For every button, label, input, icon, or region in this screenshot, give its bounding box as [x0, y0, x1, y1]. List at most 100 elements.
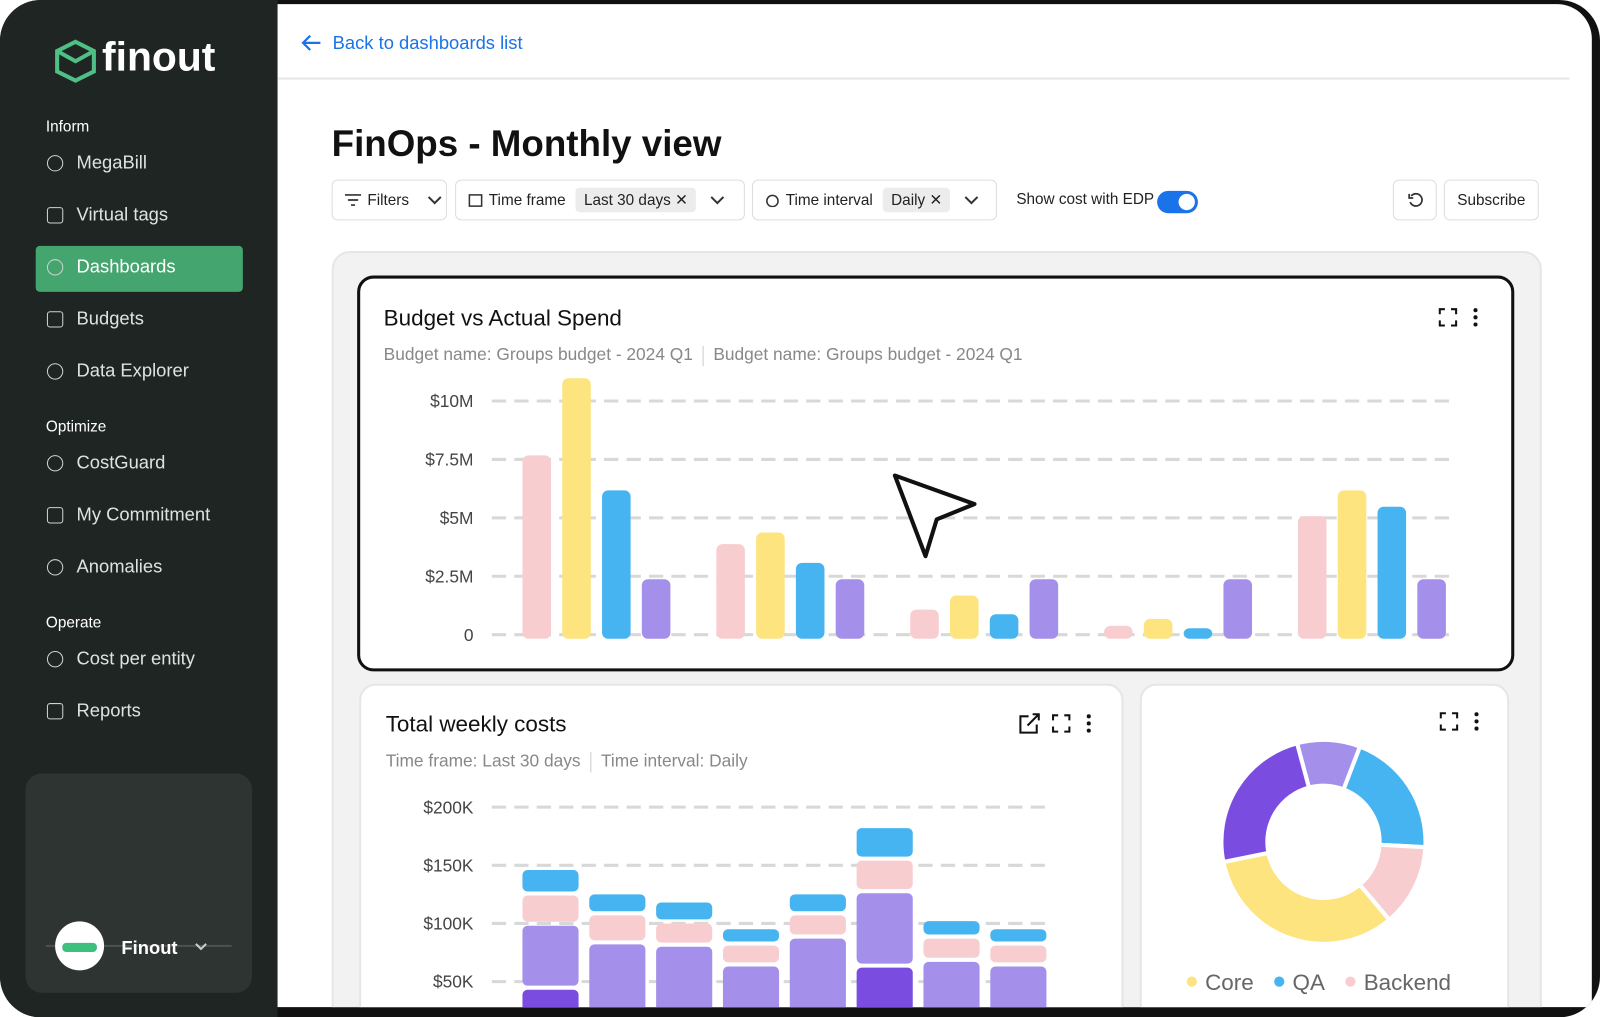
- icon: [344, 194, 362, 206]
- bar-segment: [923, 921, 980, 935]
- cursor: [892, 473, 977, 559]
- nav-icon: [46, 259, 64, 276]
- nav-item[interactable]: Dashboards: [76, 256, 176, 277]
- nav-item[interactable]: Data Explorer: [76, 360, 189, 381]
- chevron: [195, 943, 207, 951]
- chip: Daily ✕: [882, 187, 951, 213]
- bar-segment: [789, 894, 846, 912]
- edp-toggle[interactable]: [1157, 190, 1198, 214]
- kebab-dot: [1473, 315, 1478, 320]
- charts: Budget vs Actual Spend Budget name: Group…: [384, 306, 1479, 1008]
- nav-item[interactable]: My Commitment: [76, 504, 211, 525]
- nav-icon: [46, 311, 64, 328]
- kebab-dot: [1474, 719, 1479, 724]
- reset-button[interactable]: [1392, 179, 1437, 221]
- sidebar: finout Inform MegaBill Virtual tags Dashboa…: [0, 0, 278, 1017]
- bar: [989, 614, 1019, 639]
- y-tick-label: $2.5M: [425, 566, 473, 586]
- label: Time interval: [785, 191, 873, 209]
- bar: [562, 378, 591, 639]
- nav-item[interactable]: Anomalies: [76, 556, 163, 577]
- legend-label: QA: [1293, 970, 1325, 995]
- bar: [1104, 625, 1133, 639]
- filters-button[interactable]: Filters: [331, 179, 447, 221]
- bar: [602, 490, 631, 639]
- page-title: FinOps - Monthly view: [331, 122, 722, 165]
- nav-section-title: Optimize: [45, 418, 107, 436]
- bar-segment: [789, 938, 846, 1008]
- bar-segment: [522, 925, 579, 986]
- bar-segment: [589, 915, 646, 941]
- bar-segment: [856, 893, 913, 964]
- nav-icon: [46, 207, 64, 224]
- subscribe-button[interactable]: Subscribe: [1443, 179, 1539, 221]
- chart-subtitle: Time interval: Daily: [601, 750, 748, 770]
- bar-segment: [589, 944, 646, 1008]
- bar: [1417, 579, 1446, 639]
- bar-segment: [656, 902, 713, 920]
- nav-section-title: Inform: [45, 118, 90, 136]
- bar-segment: [990, 929, 1047, 942]
- nav-item[interactable]: Cost per entity: [76, 647, 195, 669]
- back-arrow: [301, 34, 321, 51]
- y-tick-label: $200K: [423, 797, 474, 817]
- bar-segment: [656, 923, 713, 943]
- back-link[interactable]: Back to dashboards list: [332, 32, 523, 54]
- kebab-dot: [1474, 712, 1479, 717]
- bar-segment: [990, 966, 1047, 1008]
- bar-segment: [722, 929, 780, 942]
- nav-icon: [46, 363, 64, 380]
- bar-segment: [856, 828, 913, 857]
- chevron: [710, 195, 725, 204]
- kebab-dot: [1086, 714, 1091, 719]
- time-interval-select[interactable]: Time interval Daily ✕: [752, 179, 997, 221]
- donut-slice: [1340, 743, 1428, 850]
- chart-subtitle: Budget name: Groups budget - 2024 Q1: [384, 344, 693, 364]
- nav-item[interactable]: Budgets: [76, 308, 144, 329]
- nav-item[interactable]: CostGuard: [76, 452, 166, 473]
- nav-item[interactable]: Virtual tags: [76, 204, 169, 225]
- bar-segment: [522, 989, 579, 1008]
- expand-icon: [1439, 712, 1459, 731]
- chip-label: Last 30 days: [583, 191, 671, 210]
- bar-segment: [789, 915, 846, 935]
- y-tick-label: $5M: [440, 508, 474, 528]
- donut-slice: [1221, 850, 1393, 946]
- chip: Last 30 days ✕: [575, 187, 697, 213]
- kebab-dot: [1473, 322, 1478, 327]
- bar: [910, 609, 939, 639]
- y-tick-label: $150K: [423, 855, 474, 875]
- legend-swatch: [1345, 976, 1356, 987]
- nav-icon: [46, 507, 64, 524]
- nav-icon: [46, 703, 64, 720]
- bar: [716, 544, 745, 639]
- chevron: [427, 195, 442, 204]
- chip-label: Daily: [891, 191, 926, 210]
- bar: [1143, 618, 1173, 639]
- time-frame-select[interactable]: Time frame Last 30 days ✕: [455, 179, 745, 221]
- chart-subtitle: Time frame: Last 30 days: [386, 750, 581, 770]
- logo: finout: [102, 34, 216, 80]
- bar: [949, 595, 979, 639]
- user-name[interactable]: Finout: [121, 937, 178, 959]
- label: Time frame: [488, 191, 566, 209]
- chart-card: [1139, 683, 1510, 1008]
- bar: [1029, 579, 1059, 639]
- active-highlight: [35, 245, 243, 292]
- y-tick-label: $10M: [430, 391, 473, 411]
- bar-segment: [923, 938, 980, 958]
- bar-segment: [656, 946, 713, 1008]
- nav-item[interactable]: Reports: [76, 699, 141, 721]
- chart-subtitle: Budget name: Groups budget - 2024 Q1: [713, 344, 1022, 364]
- y-tick-label: $100K: [423, 914, 474, 934]
- nav-icon: [46, 651, 64, 668]
- bar: [522, 455, 552, 639]
- bar: [1377, 506, 1407, 639]
- expand-icon: [1438, 308, 1458, 327]
- kebab-dot: [1086, 728, 1091, 733]
- bar-segment: [923, 961, 980, 1008]
- nav-item[interactable]: MegaBill: [76, 152, 147, 173]
- bar-segment: [722, 945, 780, 963]
